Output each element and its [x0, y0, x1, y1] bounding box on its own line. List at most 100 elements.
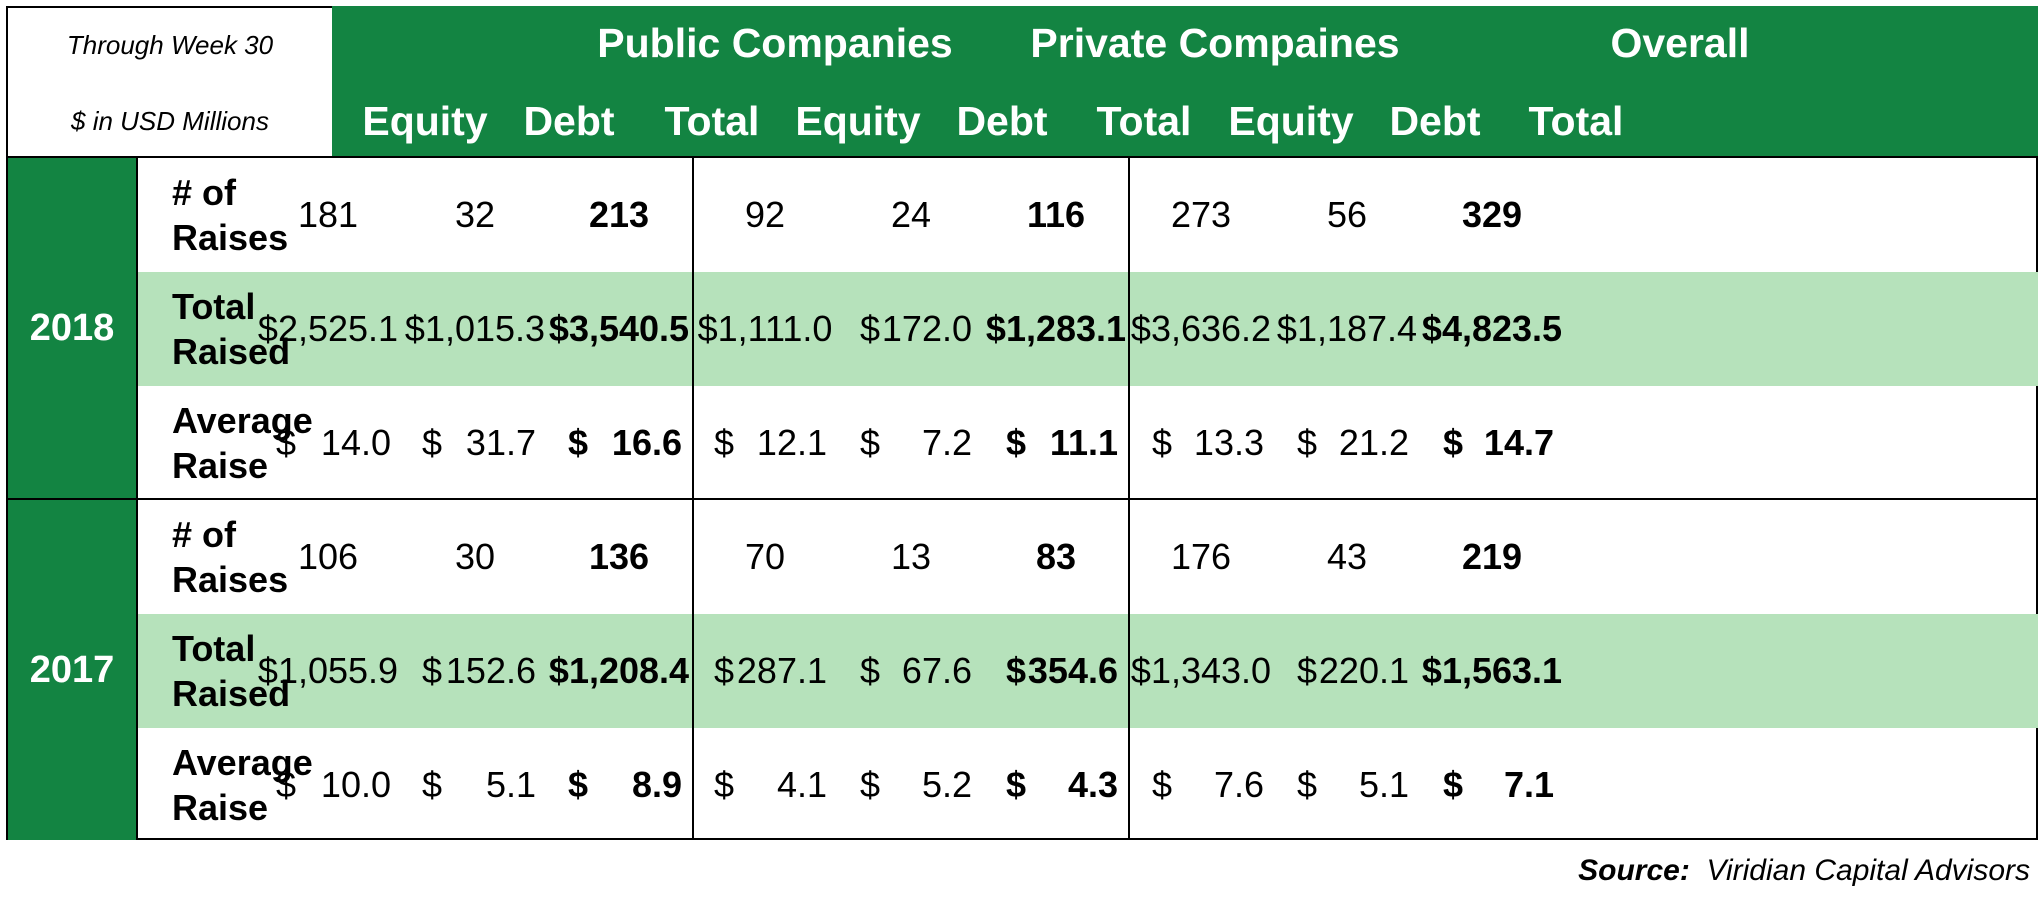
currency-symbol: $: [1152, 764, 1173, 805]
table-cell: 287.1: [736, 650, 827, 691]
currency-symbol: $: [860, 308, 881, 349]
column-header: Equity: [362, 98, 488, 144]
table-cell: 30: [454, 536, 496, 577]
table-cell: 273: [1170, 194, 1232, 235]
currency-symbol: $: [568, 422, 589, 463]
column-header: Debt: [956, 98, 1048, 144]
currency-symbol: $: [860, 764, 881, 805]
table-row: # of Raises 181 32 213 92 24 116 273 56 329: [136, 158, 2038, 272]
column-header: Total: [1096, 98, 1192, 144]
table-cell: 172.0: [881, 308, 972, 349]
currency-symbol: $: [860, 422, 881, 463]
table-cell: 4.3: [1067, 764, 1118, 805]
currency-symbol: $: [1152, 422, 1173, 463]
table-cell: 152.6: [445, 650, 536, 691]
table-cell: $4,823.5: [1421, 308, 1563, 349]
row-label-line: Raises: [172, 217, 289, 258]
table-cell: 12.1: [756, 422, 827, 463]
column-header: Equity: [1228, 98, 1354, 144]
table-row: Average Raise $10.0 $5.1 $8.9 $4.1 $5.2 $4.3 $7.…: [136, 728, 2038, 840]
table-row: Average Raise $14.0 $31.7 $16.6 $12.1 $7.2 $11.…: [136, 386, 2038, 498]
table-cell: 7.6: [1213, 764, 1264, 805]
currency-symbol: $: [860, 650, 881, 691]
table-cell: $1,283.1: [985, 308, 1127, 349]
table-cell: $2,525.1: [257, 308, 399, 349]
row-label-line: Total: [172, 628, 256, 669]
table-row: Total Raised $2,525.1 $1,015.3 $3,540.5 $1,11…: [136, 272, 2038, 386]
row-label-line: # of: [172, 172, 237, 213]
column-header: Equity: [795, 98, 921, 144]
table-cell: $1,111.0: [697, 308, 833, 349]
table-cell: 5.2: [921, 764, 972, 805]
year-label: 2017: [8, 500, 136, 840]
currency-symbol: $: [1297, 650, 1318, 691]
table-cell: 354.6: [1027, 650, 1118, 691]
table-cell: 8.9: [631, 764, 682, 805]
table-cell: $1,563.1: [1421, 650, 1563, 691]
row-label-line: Raised: [172, 673, 291, 714]
row-label-line: Raise: [172, 787, 269, 828]
table-cell: 7.1: [1503, 764, 1554, 805]
column-header: Total: [664, 98, 760, 144]
table-cell: 106: [297, 536, 359, 577]
row-label-line: Raise: [172, 445, 269, 486]
table-cell: $3,636.2: [1130, 308, 1272, 349]
table-cell: $1,208.4: [548, 650, 690, 691]
table-cell: 21.2: [1338, 422, 1409, 463]
table-cell: $1,343.0: [1130, 650, 1272, 691]
row-label: Total Raised: [172, 284, 332, 374]
table-corner-notes: Through Week 30 $ in USD Millions: [6, 6, 332, 156]
year-divider: [8, 498, 2036, 500]
table-cell: 329: [1461, 194, 1523, 235]
table-cell: 56: [1326, 194, 1368, 235]
table-cell: $1,055.9: [257, 650, 399, 691]
currency-symbol: $: [422, 764, 443, 805]
column-header: Debt: [523, 98, 615, 144]
table-cell: 5.1: [1358, 764, 1409, 805]
table-cell: 83: [1035, 536, 1077, 577]
column-group-header: Public Companies: [597, 20, 953, 66]
source-name: Viridian Capital Advisors: [1706, 854, 2030, 887]
currency-symbol: $: [714, 650, 735, 691]
table-cell: $1,015.3: [404, 308, 546, 349]
row-label-line: Raises: [172, 559, 289, 600]
table-cell: $1,187.4: [1276, 308, 1418, 349]
currency-symbol: $: [422, 650, 443, 691]
table-cell: 116: [1026, 194, 1086, 235]
currency-symbol: $: [276, 764, 297, 805]
table-cell: 13.3: [1193, 422, 1264, 463]
table-cell: 70: [744, 536, 786, 577]
year-label: 2018: [8, 158, 136, 498]
period-note: Through Week 30: [66, 30, 274, 60]
source-label: Source:: [1578, 854, 1690, 887]
table-cell: 43: [1326, 536, 1368, 577]
table-cell: 10.0: [320, 764, 391, 805]
units-note: $ in USD Millions: [71, 106, 269, 136]
row-label-line: # of: [172, 514, 237, 555]
table-cell: 32: [454, 194, 496, 235]
table-cell: 14.7: [1483, 422, 1554, 463]
table-header: Public Companies Private Compaines Overall…: [332, 6, 2038, 156]
row-label-line: Total: [172, 286, 256, 327]
table-cell: 92: [744, 194, 786, 235]
raises-table: 2018 # of Raises 181 32 213 92 24 116 273 56 329 Tot…: [6, 156, 2038, 840]
column-group-header: Private Compaines: [1030, 20, 1400, 66]
column-header: Debt: [1389, 98, 1481, 144]
table-cell: $3,540.5: [548, 308, 690, 349]
table-cell: 24: [890, 194, 932, 235]
currency-symbol: $: [1443, 764, 1464, 805]
currency-symbol: $: [568, 764, 589, 805]
table-cell: 219: [1461, 536, 1523, 577]
table-cell: 31.7: [465, 422, 536, 463]
currency-symbol: $: [422, 422, 443, 463]
column-group-header: Overall: [1610, 20, 1750, 66]
table-cell: 176: [1170, 536, 1232, 577]
currency-symbol: $: [1006, 422, 1027, 463]
table-cell: 14.0: [320, 422, 391, 463]
row-label: # of Raises: [172, 512, 332, 602]
row-label: Total Raised: [172, 626, 332, 716]
table-cell: 13: [890, 536, 932, 577]
table-cell: 5.1: [485, 764, 536, 805]
currency-symbol: $: [714, 764, 735, 805]
table-cell: 11.1: [1049, 422, 1118, 463]
